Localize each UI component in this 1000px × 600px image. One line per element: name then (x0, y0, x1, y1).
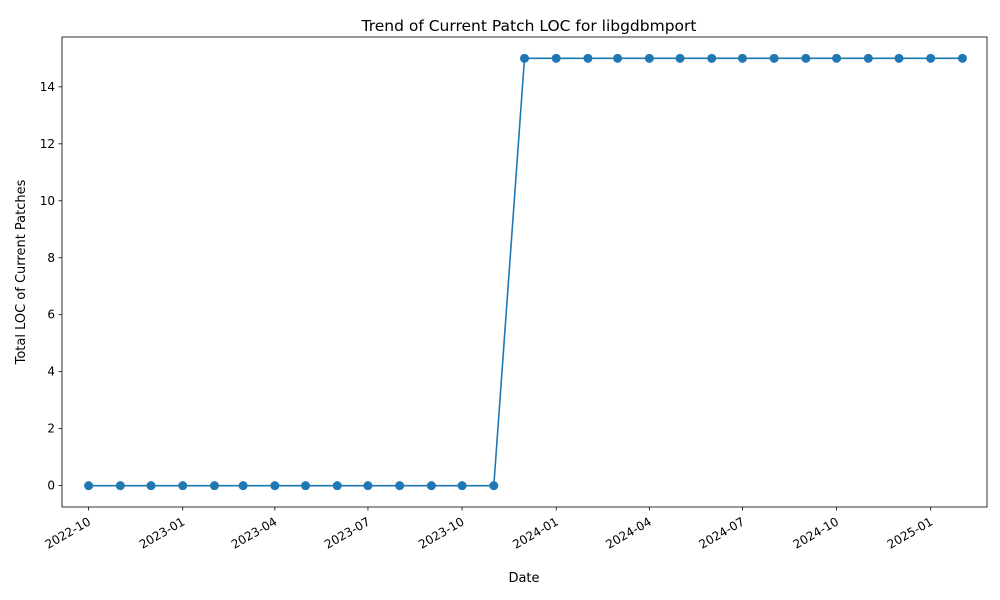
x-tick-label: 2023-10 (416, 514, 466, 551)
data-point (801, 53, 811, 63)
data-point (832, 53, 842, 63)
data-point (395, 481, 405, 491)
x-tick-label: 2023-01 (137, 514, 187, 551)
data-point (926, 53, 936, 63)
y-tick-label: 6 (47, 308, 55, 322)
x-tick-label: 2023-04 (229, 514, 279, 551)
y-tick-label: 14 (40, 80, 55, 94)
data-point (707, 53, 717, 63)
data-point (301, 481, 311, 491)
data-point (84, 481, 94, 491)
data-point (894, 53, 904, 63)
data-point (551, 53, 561, 63)
x-tick-label: 2024-07 (697, 514, 747, 551)
data-point (270, 481, 280, 491)
data-point (613, 53, 623, 63)
x-tick-label: 2025-01 (885, 514, 935, 551)
x-axis-label: Date (508, 571, 539, 586)
x-tick-label: 2024-04 (603, 514, 653, 551)
x-tick-label: 2023-07 (322, 514, 372, 551)
data-point (863, 53, 873, 63)
data-point (457, 481, 467, 491)
axes-frame (61, 36, 988, 508)
y-tick-label: 4 (47, 365, 55, 379)
data-point (115, 481, 125, 491)
x-tick-label: 2022-10 (43, 514, 93, 551)
plot-area (84, 53, 967, 491)
data-point (675, 53, 685, 63)
data-point (209, 481, 219, 491)
data-point (489, 481, 499, 491)
data-point (363, 481, 373, 491)
y-tick-label: 2 (47, 422, 55, 436)
data-point (520, 53, 529, 63)
series-line (88, 57, 963, 487)
data-point (737, 53, 747, 63)
y-tick-label: 12 (40, 137, 55, 151)
data-point (957, 53, 967, 63)
data-point (583, 53, 593, 63)
y-tick-label: 0 (47, 479, 55, 493)
data-point (238, 481, 248, 491)
data-point (769, 53, 779, 63)
y-tick-label: 10 (40, 194, 55, 208)
chart-title: Trend of Current Patch LOC for libgdbmpo… (361, 17, 697, 35)
data-point (426, 481, 436, 491)
y-axis-label: Total LOC of Current Patches (14, 179, 29, 365)
data-point (146, 481, 156, 491)
y-tick-label: 8 (47, 251, 55, 265)
data-point (332, 481, 342, 491)
y-axis: 0 2 4 6 8 10 12 14 (40, 80, 62, 493)
x-tick-label: 2024-10 (791, 514, 841, 551)
data-point (178, 481, 188, 491)
x-tick-label: 2024-01 (510, 514, 560, 551)
x-axis: 2022-10 2023-01 2023-04 2023-07 2023-10 2024-… (43, 507, 935, 552)
data-point (644, 53, 654, 63)
